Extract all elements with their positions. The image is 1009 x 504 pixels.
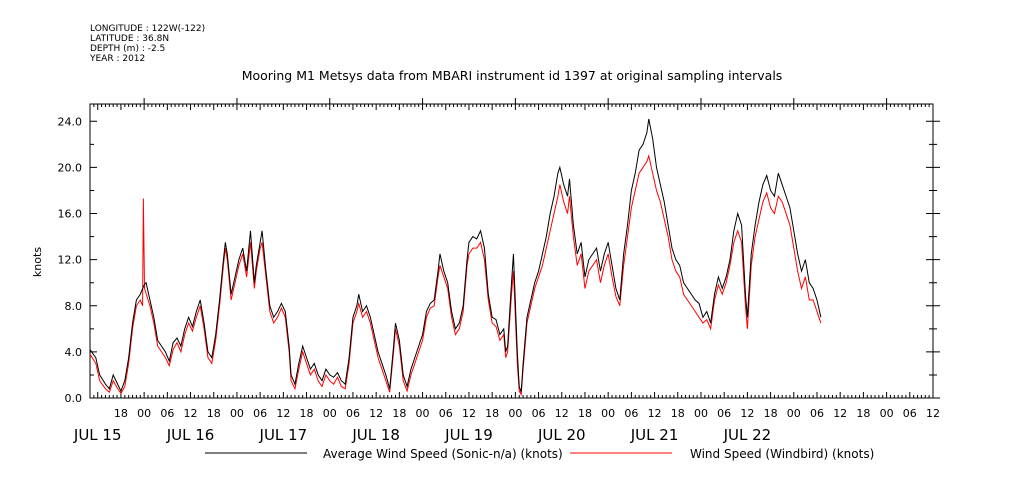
series-line-windbird: [89, 154, 822, 397]
y-tick-label: 20.0: [58, 161, 83, 174]
x-hour-label: 12: [184, 407, 198, 420]
meta-longitude: LONGITUDE : 122W(-122): [90, 24, 205, 34]
x-hour-label: 06: [810, 407, 824, 420]
x-hour-label: 18: [764, 407, 778, 420]
plot-frame: [89, 103, 934, 399]
y-tick-label: 16.0: [58, 208, 83, 221]
x-hour-label: 00: [508, 407, 522, 420]
meta-depth: DEPTH (m) : -2.5: [90, 44, 165, 54]
meta-latitude: LATITUDE : 36.8N: [90, 34, 169, 44]
x-hour-label: 00: [601, 407, 615, 420]
x-day-label: JUL 21: [630, 426, 679, 444]
x-hour-label: 00: [787, 407, 801, 420]
x-hour-label: 18: [671, 407, 685, 420]
x-hour-label: 12: [648, 407, 662, 420]
x-hour-label: 06: [532, 407, 546, 420]
x-hour-label: 06: [439, 407, 453, 420]
x-hour-label: 12: [833, 407, 847, 420]
x-hour-label: 18: [856, 407, 870, 420]
x-hour-label: 18: [114, 407, 128, 420]
y-tick-label: 4.0: [65, 346, 83, 359]
x-hour-label: 18: [300, 407, 314, 420]
series-layer: [89, 118, 822, 397]
x-hour-label: 12: [926, 407, 940, 420]
x-hour-label: 12: [369, 407, 383, 420]
x-day-label: JUL 15: [73, 426, 122, 444]
x-day-label: JUL 22: [723, 426, 772, 444]
x-hour-label: 06: [346, 407, 360, 420]
y-tick-label: 0.0: [65, 392, 83, 405]
x-hour-label: 00: [230, 407, 244, 420]
y-ticks: [90, 120, 940, 399]
x-day-label: JUL 16: [166, 426, 215, 444]
chart-title: Mooring M1 Metsys data from MBARI instru…: [242, 68, 783, 83]
x-hour-label: 12: [555, 407, 569, 420]
x-hour-label: 12: [276, 407, 290, 420]
x-minor-ticks: [89, 98, 934, 398]
x-hour-label: 18: [392, 407, 406, 420]
x-day-label: JUL 19: [444, 426, 493, 444]
y-tick-label: 24.0: [58, 115, 83, 128]
x-hour-label: 18: [485, 407, 499, 420]
x-hour-label: 06: [903, 407, 917, 420]
x-hour-label: 12: [740, 407, 754, 420]
x-day-label: JUL 20: [537, 426, 586, 444]
x-day-label: JUL 18: [351, 426, 400, 444]
x-hour-label: 06: [717, 407, 731, 420]
x-hour-label: 00: [323, 407, 337, 420]
x-hour-label: 06: [160, 407, 174, 420]
axis-ticks: [89, 98, 940, 399]
legend-label-sonic: Average Wind Speed (Sonic-n/a) (knots): [323, 447, 563, 461]
y-tick-label: 12.0: [58, 254, 83, 267]
axis-labels: 0.0 4.0 8.0 12.0 16.0 20.0 24.0 18 00 06 12 18 00 06 1…: [58, 115, 941, 444]
x-hour-label: 12: [462, 407, 476, 420]
y-tick-label: 8.0: [65, 300, 83, 313]
x-hour-label: 00: [137, 407, 151, 420]
x-hour-label: 18: [578, 407, 592, 420]
x-hour-label: 18: [207, 407, 221, 420]
x-hour-label: 00: [694, 407, 708, 420]
x-hour-label: 06: [624, 407, 638, 420]
legend-label-windbird: Wind Speed (Windbird) (knots): [690, 447, 874, 461]
x-hour-label: 06: [253, 407, 267, 420]
y-axis-label: knots: [31, 247, 44, 277]
meta-year: YEAR : 2012: [89, 54, 145, 64]
x-day-label: JUL 17: [259, 426, 308, 444]
x-hour-label: 00: [880, 407, 894, 420]
x-hour-label: 00: [416, 407, 430, 420]
series-line-sonic: [89, 118, 822, 393]
